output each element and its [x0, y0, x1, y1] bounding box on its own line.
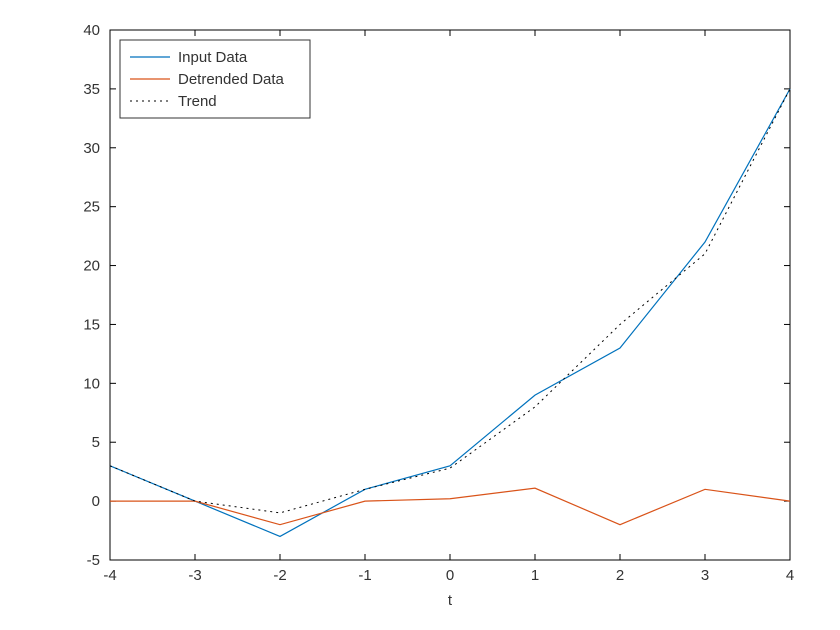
y-tick-label: -5 [87, 552, 100, 569]
line-chart: -4 -3 -2 -1 0 1 2 3 4 -5 0 5 10 15 20 25 30 35 40 t Input Da… [0, 0, 840, 630]
y-tick-label: 10 [83, 375, 100, 392]
x-tick-label: -1 [358, 567, 371, 584]
legend-label: Input Data [178, 49, 248, 66]
legend-label: Trend [178, 93, 217, 110]
y-tick-label: 35 [83, 81, 100, 98]
series-2 [110, 89, 790, 513]
y-tick-label: 0 [92, 493, 100, 510]
x-axis-label: t [448, 592, 453, 609]
x-tick-label: -2 [273, 567, 286, 584]
y-tick-label: 40 [83, 22, 100, 39]
y-tick-label: 15 [83, 316, 100, 333]
x-tick-label: 2 [616, 567, 624, 584]
x-tick-label: 0 [446, 567, 454, 584]
x-tick-label: 3 [701, 567, 709, 584]
x-tick-label: 1 [531, 567, 539, 584]
x-tick-label: -4 [103, 567, 116, 584]
y-tick-label: 30 [83, 140, 100, 157]
x-tick-label: 4 [786, 567, 794, 584]
x-tick-label: -3 [188, 567, 201, 584]
series-0 [110, 89, 790, 537]
chart-container: -4 -3 -2 -1 0 1 2 3 4 -5 0 5 10 15 20 25 30 35 40 t Input Da… [0, 0, 840, 630]
legend-label: Detrended Data [178, 71, 285, 88]
y-tick-label: 20 [83, 258, 100, 275]
y-tick-label: 25 [83, 199, 100, 216]
y-tick-label: 5 [92, 434, 100, 451]
series-1 [110, 488, 790, 525]
